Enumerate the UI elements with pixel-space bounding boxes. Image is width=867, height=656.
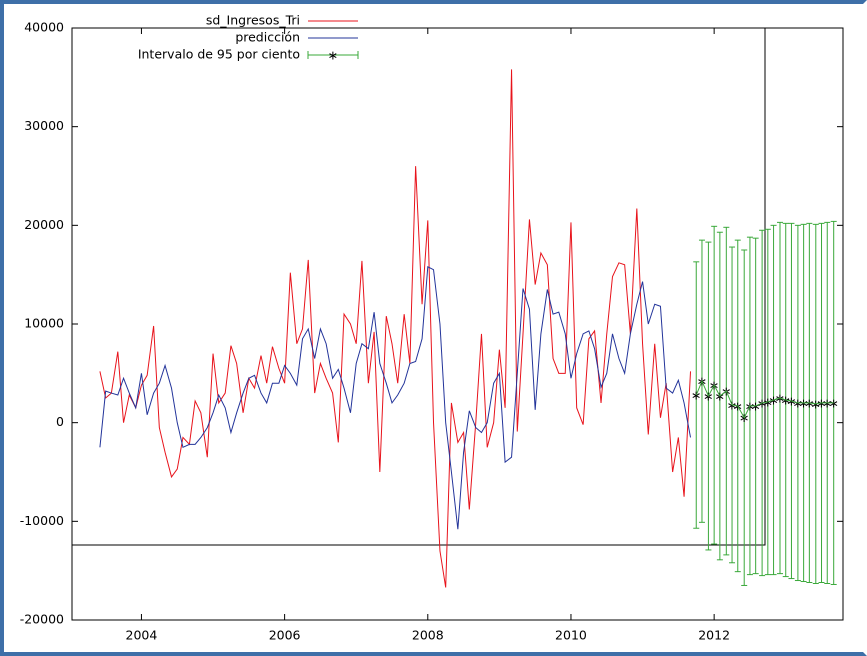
y-tick-label: 40000 [24,20,64,35]
y-tick-label: 10000 [24,316,64,331]
inner-frame [71,27,766,546]
y-tick-label: 0 [56,414,64,429]
plot-frame [71,27,844,621]
legend-label: predicción [235,30,300,45]
y-tick-label: 30000 [24,118,64,133]
legend-label: sd_Ingresos_Tri [206,13,300,28]
x-tick-label: 2012 [698,628,730,643]
legend-label: Intervalo de 95 por ciento [138,47,300,62]
series-line [99,69,692,588]
x-tick-label: 2008 [412,628,444,643]
x-tick-label: 2010 [555,628,587,643]
y-tick-label: 20000 [24,217,64,232]
x-tick-label: 2004 [126,628,158,643]
y-tick-label: -20000 [20,612,64,627]
legend-marker: ∗ [328,48,338,63]
chart: -20000 -10000 0 10000 20000 30000 40000 2004 200… [20,13,844,643]
y-tick-label: -10000 [20,513,64,528]
forecast-line [695,379,834,419]
x-tick-label: 2006 [269,628,301,643]
series-line [99,265,692,530]
